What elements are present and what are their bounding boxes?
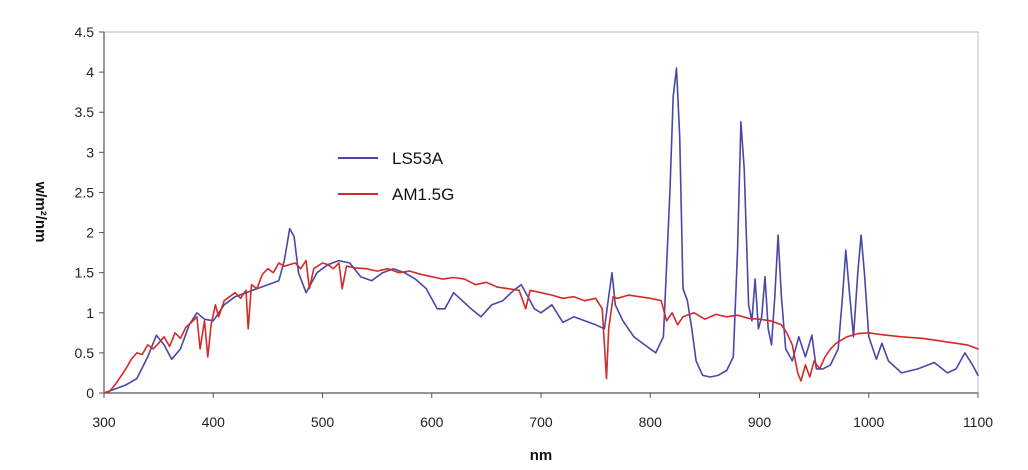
y-tick-label: 2 xyxy=(86,225,94,241)
y-tick-label: 2.5 xyxy=(75,184,95,200)
x-axis-ticks: 300 400 500 600 700 800 900 1000 1100 xyxy=(92,393,993,430)
x-tick-label: 900 xyxy=(748,414,772,430)
y-axis-ticks: 0 0.5 1 1.5 2 2.5 3 3.5 4 4.5 xyxy=(75,24,104,401)
legend-label-ls53a: LS53A xyxy=(392,149,444,168)
plot-area-border xyxy=(103,31,979,394)
x-tick-label: 300 xyxy=(92,414,116,430)
x-axis-title: nm xyxy=(530,447,553,464)
y-tick-label: 1.5 xyxy=(75,265,95,281)
y-tick-label: 1 xyxy=(86,305,94,321)
y-tick-label: 0.5 xyxy=(75,345,95,361)
y-tick-label: 4.5 xyxy=(75,24,95,40)
y-tick-label: 3.5 xyxy=(75,104,95,120)
series-line-am15g xyxy=(103,259,979,394)
x-tick-label: 700 xyxy=(529,414,553,430)
x-tick-label: 800 xyxy=(639,414,663,430)
x-tick-label: 600 xyxy=(420,414,444,430)
x-tick-label: 400 xyxy=(202,414,226,430)
y-tick-label: 4 xyxy=(86,64,94,80)
y-tick-label: 3 xyxy=(86,144,94,160)
x-tick-label: 1000 xyxy=(853,414,884,430)
y-axis-title: w/m²/nm xyxy=(32,181,49,243)
series-line-ls53a xyxy=(103,67,979,394)
x-tick-label: 1100 xyxy=(963,414,993,430)
y-tick-label: 0 xyxy=(86,385,94,401)
legend-label-am15g: AM1.5G xyxy=(392,185,454,204)
series-layer xyxy=(103,67,979,394)
legend: LS53A AM1.5G xyxy=(338,149,454,204)
x-tick-label: 500 xyxy=(311,414,335,430)
